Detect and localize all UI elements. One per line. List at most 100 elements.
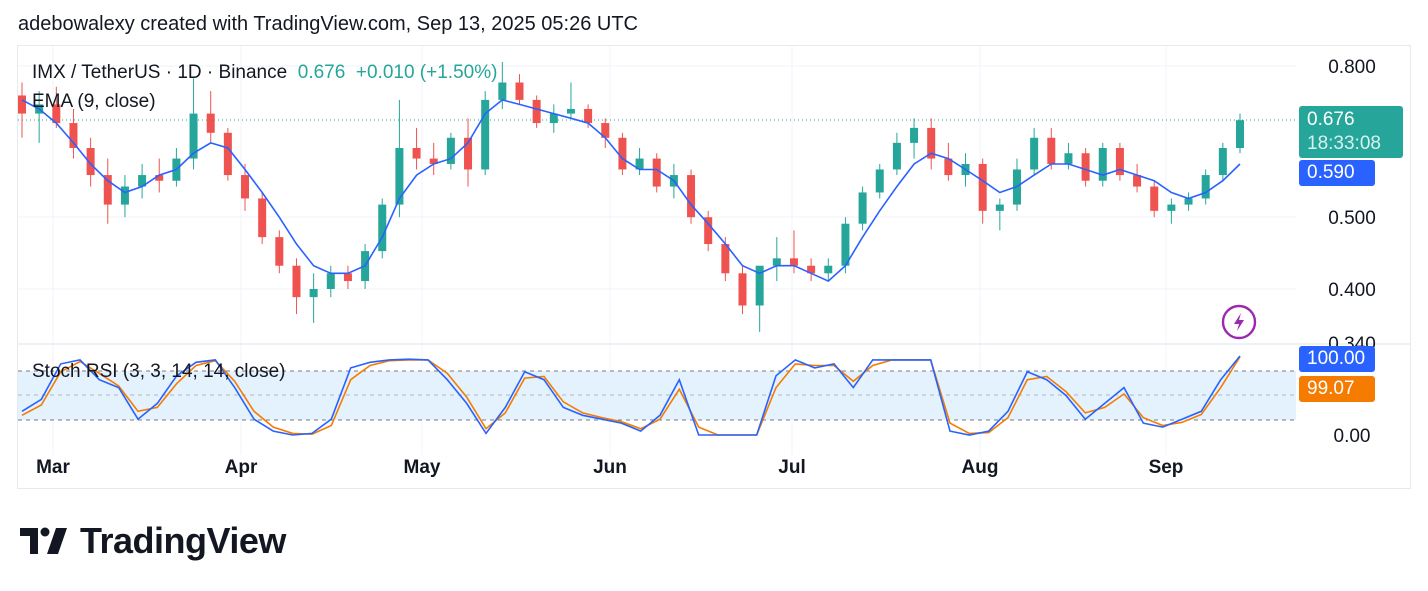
candlestick-series	[18, 62, 1244, 332]
candle-body	[721, 244, 730, 274]
candle-body	[652, 158, 661, 187]
candle-body	[858, 192, 867, 224]
ema-line	[21, 99, 1241, 283]
candle-body	[807, 265, 816, 274]
candle-body	[892, 142, 901, 170]
candle-body	[52, 104, 61, 124]
tradingview-logo: TradingView	[20, 520, 286, 562]
candle-body	[395, 148, 404, 205]
candle-body	[378, 204, 387, 252]
candle-body	[841, 223, 850, 266]
stoch-k-tag: 100.00	[1299, 346, 1375, 372]
ema-value-tag: 0.590	[1299, 160, 1375, 186]
candle-body	[223, 132, 232, 176]
candle-body	[1115, 148, 1124, 176]
candle-body	[1081, 153, 1090, 181]
candle-body	[944, 158, 953, 176]
symbol-name: IMX / TetherUS · 1D · Binance	[32, 62, 288, 83]
lightning-icon	[1221, 304, 1257, 340]
candle-body	[120, 186, 129, 205]
candle-body	[824, 265, 833, 274]
symbol-legend: IMX / TetherUS · 1D · Binance 0.676 +0.0…	[32, 62, 497, 84]
time-tick-label: Mar	[36, 457, 70, 478]
candle-body	[910, 127, 919, 143]
candle-body	[1184, 198, 1193, 205]
candle-body	[86, 148, 95, 176]
candle-body	[1064, 153, 1073, 164]
stoch-k-line	[21, 355, 1241, 436]
candle-body	[789, 258, 798, 266]
candle-body	[481, 99, 490, 170]
stoch-tick-label: 0.00	[1334, 426, 1371, 447]
time-tick-label: May	[404, 457, 441, 478]
candle-body	[103, 175, 112, 205]
candle-body	[1167, 204, 1176, 211]
candle-body	[326, 273, 335, 289]
candle-body	[498, 82, 507, 100]
candle-body	[155, 175, 164, 181]
price-tick-label: 0.800	[1328, 57, 1376, 78]
candle-body	[995, 204, 1004, 211]
last-price-tag: 0.676 18:33:08	[1299, 106, 1403, 158]
price-change-value: +0.010 (+1.50%)	[355, 62, 498, 83]
candle-body	[566, 108, 575, 114]
candle-body	[687, 175, 696, 218]
candle-body	[1150, 186, 1159, 211]
candle-body	[429, 158, 438, 164]
candle-body	[772, 258, 781, 266]
chart-frame	[17, 45, 1411, 489]
last-price-tag-value: 0.676	[1307, 109, 1355, 130]
ema-legend: EMA (9, close)	[32, 91, 156, 112]
brand-name: TradingView	[80, 520, 286, 561]
stoch-d-line	[21, 356, 1241, 436]
candle-body	[618, 137, 627, 170]
candle-body	[1047, 137, 1056, 164]
candle-body	[412, 148, 421, 159]
candle-body	[1236, 120, 1244, 149]
candle-body	[927, 127, 936, 159]
candle-body	[464, 137, 473, 170]
candle-body	[138, 175, 147, 187]
candle-body	[69, 123, 78, 149]
candle-body	[704, 217, 713, 245]
tradingview-logo-icon	[20, 527, 67, 554]
candle-body	[875, 169, 884, 193]
candle-body	[1098, 148, 1107, 181]
countdown-value: 18:33:08	[1307, 133, 1381, 154]
candle-body	[1218, 148, 1227, 176]
candle-body	[738, 273, 747, 306]
candle-body	[755, 265, 764, 306]
candle-body	[189, 113, 198, 159]
candle-body	[1133, 175, 1142, 187]
chart-attribution: adebowalexy created with TradingView.com…	[18, 13, 638, 35]
candle-body	[241, 175, 250, 199]
candle-body	[549, 113, 558, 124]
stoch-d-tag: 99.07	[1299, 376, 1375, 402]
time-axis: Mar Apr May Jun Jul Aug Sep	[36, 457, 1183, 478]
candle-body	[1201, 175, 1210, 199]
candle-body	[343, 273, 352, 282]
candle-body	[532, 99, 541, 124]
time-tick-label: Aug	[962, 457, 999, 478]
time-tick-label: Jul	[778, 457, 805, 478]
candle-body	[635, 158, 644, 170]
candle-body	[446, 137, 455, 164]
candle-body	[18, 95, 26, 114]
candle-body	[206, 113, 215, 133]
candle-body	[515, 82, 524, 100]
time-tick-label: Apr	[225, 457, 258, 478]
time-tick-label: Sep	[1149, 457, 1184, 478]
candle-body	[1030, 137, 1039, 170]
stoch-legend: Stoch RSI (3, 3, 14, 14, close)	[32, 361, 286, 382]
candle-body	[275, 237, 284, 266]
candle-body	[309, 289, 318, 298]
time-tick-label: Jun	[593, 457, 627, 478]
candle-body	[601, 123, 610, 138]
candle-body	[258, 198, 267, 238]
candle-body	[292, 265, 301, 298]
last-price-value: 0.676	[297, 62, 346, 83]
price-tick-label: 0.500	[1328, 208, 1376, 229]
price-tick-label: 0.400	[1328, 280, 1376, 301]
